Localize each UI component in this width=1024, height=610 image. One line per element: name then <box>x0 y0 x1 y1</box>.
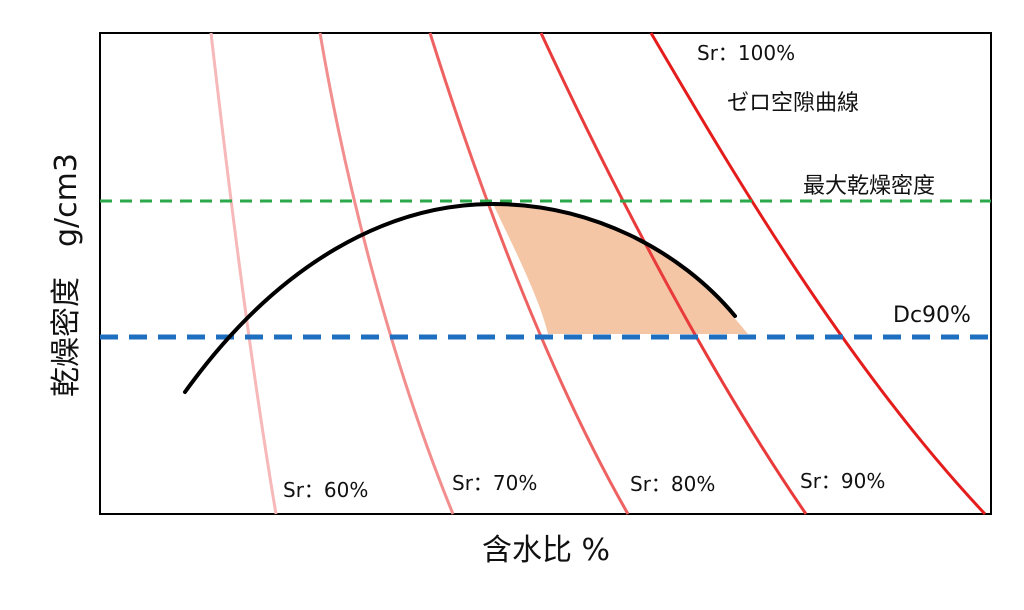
sr-80-label: Sr：80% <box>630 472 715 496</box>
sr-100-line <box>649 32 987 516</box>
sr-90-label: Sr：90% <box>800 469 885 493</box>
compaction-curve <box>183 201 737 394</box>
zero-air-void-label: ゼロ空隙曲線 <box>727 91 859 116</box>
sr-70-line <box>318 32 455 515</box>
sr-100-label: Sr：100% <box>697 41 795 65</box>
plot-frame <box>99 32 992 515</box>
dc90-label: Dc90% <box>893 303 971 328</box>
x-axis-title: 含水比 % <box>482 533 610 568</box>
max-dry-density-label: 最大乾燥密度 <box>803 174 935 199</box>
sr-60-label: Sr：60% <box>283 478 368 502</box>
sr-90-line <box>539 32 808 515</box>
sr-80-line <box>428 32 630 515</box>
sr-60-line <box>209 32 278 515</box>
acceptable-zone <box>493 204 748 334</box>
y-axis-title: 乾燥密度 g/cm3 <box>49 153 84 397</box>
sr-70-label: Sr：70% <box>452 471 537 495</box>
